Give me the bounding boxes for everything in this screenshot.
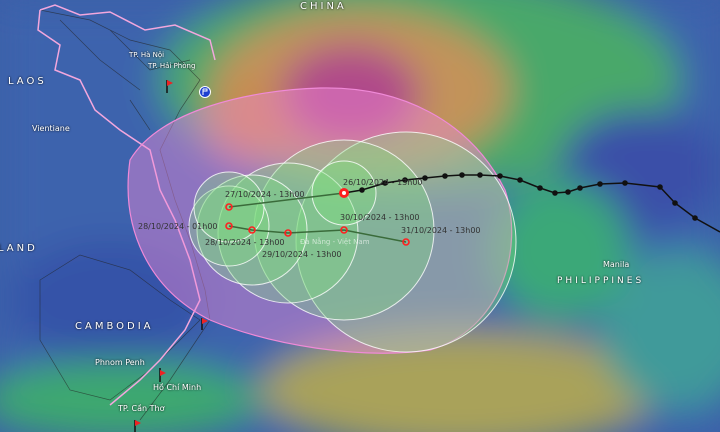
label-cantho: TP. Cần Thơ — [118, 404, 165, 413]
past-position-dot — [477, 172, 483, 178]
forecast-label: 28/10/2024 - 13h00 — [205, 238, 285, 247]
past-position-dot — [672, 200, 678, 206]
past-position-dot — [359, 187, 365, 193]
forecast-label: 26/10/2024 - 13h00 — [343, 178, 423, 187]
label-haiphong: TP. Hải Phòng — [148, 62, 196, 70]
label-laos: LAOS — [8, 76, 47, 87]
label-china: CHINA — [300, 1, 347, 12]
forecast-track-upper — [228, 192, 345, 208]
watermark: Đà Nẵng - Việt Nam — [300, 238, 370, 246]
past-position-dot — [622, 180, 628, 186]
country-border — [37, 4, 216, 406]
port-icon[interactable] — [199, 86, 211, 98]
past-position-dot — [692, 215, 698, 221]
forecast-position-marker[interactable] — [248, 226, 256, 234]
label-hanoi: TP. Hà Nội — [129, 51, 165, 59]
forecast-position-marker[interactable] — [402, 238, 410, 246]
forecast-track-lower — [228, 225, 407, 243]
label-philippines: PHILIPPINES — [557, 276, 645, 286]
label-cambodia: CAMBODIA — [75, 321, 154, 332]
past-position-dot — [565, 189, 571, 195]
forecast-label: 28/10/2024 - 01h00 — [138, 222, 218, 231]
label-phnom-penh: Phnom Penh — [95, 358, 145, 367]
past-position-dot — [382, 180, 388, 186]
typhoon-icon[interactable] — [339, 188, 349, 198]
label-thailand: LAND — [0, 243, 38, 254]
forecast-position-marker[interactable] — [340, 226, 348, 234]
forecast-label: 30/10/2024 - 13h00 — [340, 213, 420, 222]
label-hcm: Hồ Chí Minh — [153, 383, 202, 392]
forecast-label: 27/10/2024 - 13h00 — [225, 190, 305, 199]
past-position-dot — [577, 185, 583, 191]
forecast-label: 31/10/2024 - 13h00 — [401, 226, 481, 235]
forecast-label: 29/10/2024 - 13h00 — [262, 250, 342, 259]
past-position-dot — [537, 185, 543, 191]
past-position-dot — [517, 177, 523, 183]
past-position-dot — [497, 173, 503, 179]
forecast-position-marker[interactable] — [225, 203, 233, 211]
province-borders — [39, 9, 211, 421]
past-track — [343, 174, 720, 233]
label-manila: Manila — [603, 260, 630, 269]
flag-icon — [134, 80, 208, 432]
past-position-dot — [422, 175, 428, 181]
past-position-dot — [402, 177, 408, 183]
danger-zone — [127, 87, 513, 354]
past-position-dot — [657, 184, 663, 190]
label-vientiane: Vientiane — [32, 124, 70, 133]
past-position-dot — [597, 181, 603, 187]
past-position-dot — [459, 172, 465, 178]
forecast-position-marker[interactable] — [225, 222, 233, 230]
forecast-position-marker[interactable] — [284, 229, 292, 237]
past-position-dot — [552, 190, 558, 196]
past-position-dot — [442, 173, 448, 179]
